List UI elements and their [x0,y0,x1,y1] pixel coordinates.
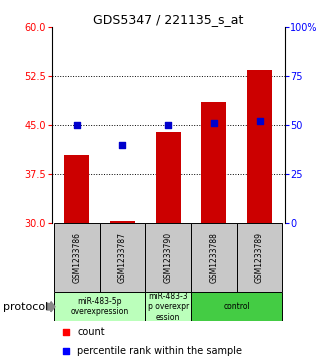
Point [211,121,216,126]
Bar [247,70,272,223]
Bar [145,223,191,292]
Bar [191,223,237,292]
Bar [191,292,282,321]
Text: percentile rank within the sample: percentile rank within the sample [77,346,242,356]
Bar [201,102,226,223]
Bar [54,292,145,321]
Text: GSM1233789: GSM1233789 [255,232,264,283]
Text: GSM1233786: GSM1233786 [72,232,81,283]
Bar [100,223,145,292]
Bar [64,155,89,223]
Bar [54,223,100,292]
Point [74,122,79,128]
Point [257,118,262,124]
Point [166,122,171,128]
Point [63,348,68,354]
Bar [145,292,191,321]
Text: count: count [77,327,105,337]
Bar [237,223,282,292]
Bar [156,132,181,223]
Text: miR-483-5p
overexpression: miR-483-5p overexpression [71,297,129,317]
Text: GSM1233788: GSM1233788 [209,232,218,283]
Point [120,142,125,148]
Text: GSM1233787: GSM1233787 [118,232,127,283]
Text: GSM1233790: GSM1233790 [164,232,173,283]
Bar [110,221,135,223]
Text: control: control [223,302,250,311]
Text: miR-483-3
p overexpr
ession: miR-483-3 p overexpr ession [148,292,189,322]
Title: GDS5347 / 221135_s_at: GDS5347 / 221135_s_at [93,13,243,26]
Point [63,329,68,335]
Text: protocol: protocol [3,302,49,312]
